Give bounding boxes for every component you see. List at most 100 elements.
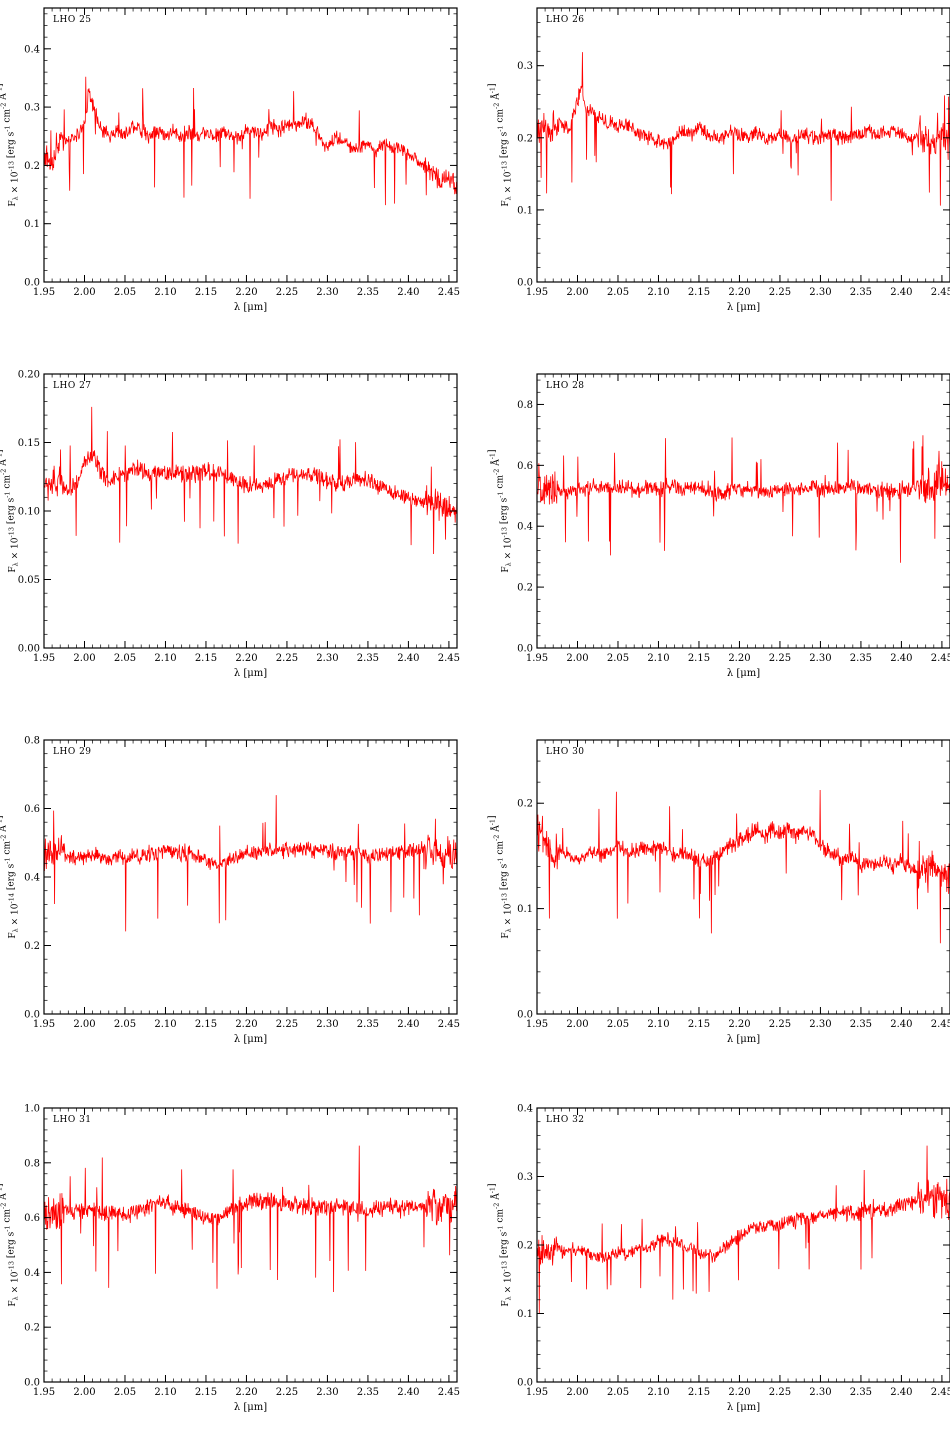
spectrum-panel: 1.95 2.00 2.05 2.10 2.15 2.20 2.25 2.30 2.35 2.40… — [488, 1104, 950, 1413]
x-axis-label: λ [μm] — [727, 302, 760, 313]
y-tick-label: 0.2 — [24, 1323, 40, 1334]
x-axis-label: λ [μm] — [234, 668, 267, 679]
x-tick-label: 2.05 — [607, 1019, 629, 1030]
x-tick-label: 2.25 — [276, 287, 298, 298]
panel-label: LHO 32 — [546, 1115, 585, 1125]
y-axis-label: Fλ × 10-14 [erg s-1 cm-2 Å-1] — [0, 815, 21, 938]
panel-label: LHO 30 — [546, 747, 585, 757]
x-axis-label: λ [μm] — [234, 302, 267, 313]
x-tick-label: 2.30 — [316, 653, 338, 664]
x-tick-label: 1.95 — [33, 287, 55, 298]
panel-label: LHO 28 — [546, 381, 585, 391]
x-tick-label: 2.30 — [316, 1019, 338, 1030]
x-tick-label: 2.25 — [769, 287, 791, 298]
spectrum-line — [44, 406, 457, 555]
y-tick-label: 0.4 — [24, 1268, 40, 1279]
panel-label: LHO 31 — [53, 1115, 92, 1125]
y-tick-label: 0.0 — [517, 1010, 533, 1021]
x-tick-label: 2.05 — [607, 287, 629, 298]
spectrum-line — [44, 76, 457, 206]
y-tick-label: 0.2 — [517, 583, 533, 594]
x-tick-label: 2.45 — [438, 1387, 460, 1398]
x-tick-label: 2.20 — [235, 653, 257, 664]
x-axis-label: λ [μm] — [234, 1402, 267, 1413]
y-axis-label: Fλ × 10-13 [erg s-1 cm-2 Å-1] — [0, 1183, 21, 1306]
y-tick-label: 0.3 — [517, 61, 533, 72]
x-tick-label: 2.40 — [890, 1019, 912, 1030]
y-tick-label: 0.6 — [24, 1213, 40, 1224]
y-tick-label: 0.3 — [24, 103, 40, 114]
y-tick-label: 0.20 — [18, 370, 40, 381]
x-tick-label: 2.40 — [397, 287, 419, 298]
spectrum-line — [44, 1145, 457, 1293]
y-tick-label: 0.8 — [24, 1158, 40, 1169]
y-axis-label: Fλ × 10-13 [erg s-1 cm-2 Å-1] — [0, 449, 21, 572]
x-tick-label: 2.35 — [357, 1019, 379, 1030]
y-tick-label: 0.2 — [517, 133, 533, 144]
x-tick-label: 2.25 — [276, 1387, 298, 1398]
x-tick-label: 2.10 — [154, 1019, 176, 1030]
y-axis-label: Fλ × 10-13 [erg s-1 cm-2 Å-1] — [488, 83, 514, 206]
x-tick-label: 2.30 — [809, 653, 831, 664]
x-tick-label: 2.45 — [438, 1019, 460, 1030]
x-tick-label: 2.10 — [647, 287, 669, 298]
panel-label: LHO 26 — [546, 15, 585, 25]
y-tick-label: 0.2 — [24, 941, 40, 952]
x-tick-label: 2.10 — [647, 1019, 669, 1030]
x-tick-label: 2.15 — [195, 287, 217, 298]
y-axis-label: Fλ × 10-13 [erg s-1 cm-2 Å-1] — [488, 1183, 514, 1306]
x-tick-label: 2.30 — [316, 287, 338, 298]
plot-frame — [43, 739, 458, 1015]
x-tick-label: 2.40 — [397, 653, 419, 664]
x-tick-label: 2.40 — [890, 1387, 912, 1398]
x-tick-label: 2.35 — [850, 653, 872, 664]
plot-frame — [43, 7, 458, 283]
x-tick-label: 1.95 — [33, 1019, 55, 1030]
plot-frame — [536, 739, 950, 1015]
x-tick-label: 2.45 — [931, 1387, 950, 1398]
y-tick-label: 0.10 — [18, 507, 40, 518]
x-tick-label: 2.10 — [154, 653, 176, 664]
x-tick-label: 2.20 — [728, 287, 750, 298]
plot-frame — [43, 373, 458, 649]
x-tick-label: 2.20 — [728, 1387, 750, 1398]
plot-frame — [43, 1107, 458, 1383]
x-tick-label: 1.95 — [526, 1019, 548, 1030]
y-tick-label: 0.2 — [24, 161, 40, 172]
panel-label: LHO 27 — [53, 381, 92, 391]
plot-frame — [536, 1107, 950, 1383]
y-tick-label: 0.4 — [517, 522, 533, 533]
x-tick-label: 2.10 — [647, 653, 669, 664]
x-tick-label: 2.15 — [688, 1387, 710, 1398]
x-tick-label: 2.15 — [195, 653, 217, 664]
y-tick-label: 0.6 — [24, 804, 40, 815]
x-tick-label: 2.15 — [195, 1387, 217, 1398]
x-tick-label: 2.00 — [566, 287, 588, 298]
y-tick-label: 0.3 — [517, 1172, 533, 1183]
y-tick-label: 0.2 — [517, 1241, 533, 1252]
spectrum-panel: 1.95 2.00 2.05 2.10 2.15 2.20 2.25 2.30 2.35 2.40… — [0, 370, 460, 680]
x-tick-label: 2.05 — [114, 1387, 136, 1398]
x-tick-label: 1.95 — [33, 653, 55, 664]
y-tick-label: 0.4 — [24, 44, 40, 55]
x-tick-label: 2.45 — [438, 287, 460, 298]
x-tick-label: 2.20 — [235, 1387, 257, 1398]
x-tick-label: 2.35 — [850, 1019, 872, 1030]
plot-frame — [536, 373, 950, 649]
x-tick-label: 1.95 — [526, 287, 548, 298]
y-tick-label: 0.1 — [517, 904, 533, 915]
x-tick-label: 2.05 — [114, 653, 136, 664]
x-tick-label: 2.40 — [397, 1019, 419, 1030]
x-axis-label: λ [μm] — [727, 1034, 760, 1045]
x-tick-label: 2.40 — [890, 287, 912, 298]
x-tick-label: 2.45 — [931, 653, 950, 664]
x-tick-label: 2.15 — [688, 653, 710, 664]
x-tick-label: 2.10 — [647, 1387, 669, 1398]
x-tick-label: 2.25 — [276, 1019, 298, 1030]
spectrum-panel: 1.95 2.00 2.05 2.10 2.15 2.20 2.25 2.30 2.35 2.40… — [0, 7, 460, 313]
x-tick-label: 2.35 — [357, 287, 379, 298]
x-tick-label: 2.00 — [73, 287, 95, 298]
y-tick-label: 0.0 — [517, 278, 533, 289]
x-tick-label: 2.30 — [809, 1019, 831, 1030]
y-tick-label: 0.1 — [517, 1309, 533, 1320]
